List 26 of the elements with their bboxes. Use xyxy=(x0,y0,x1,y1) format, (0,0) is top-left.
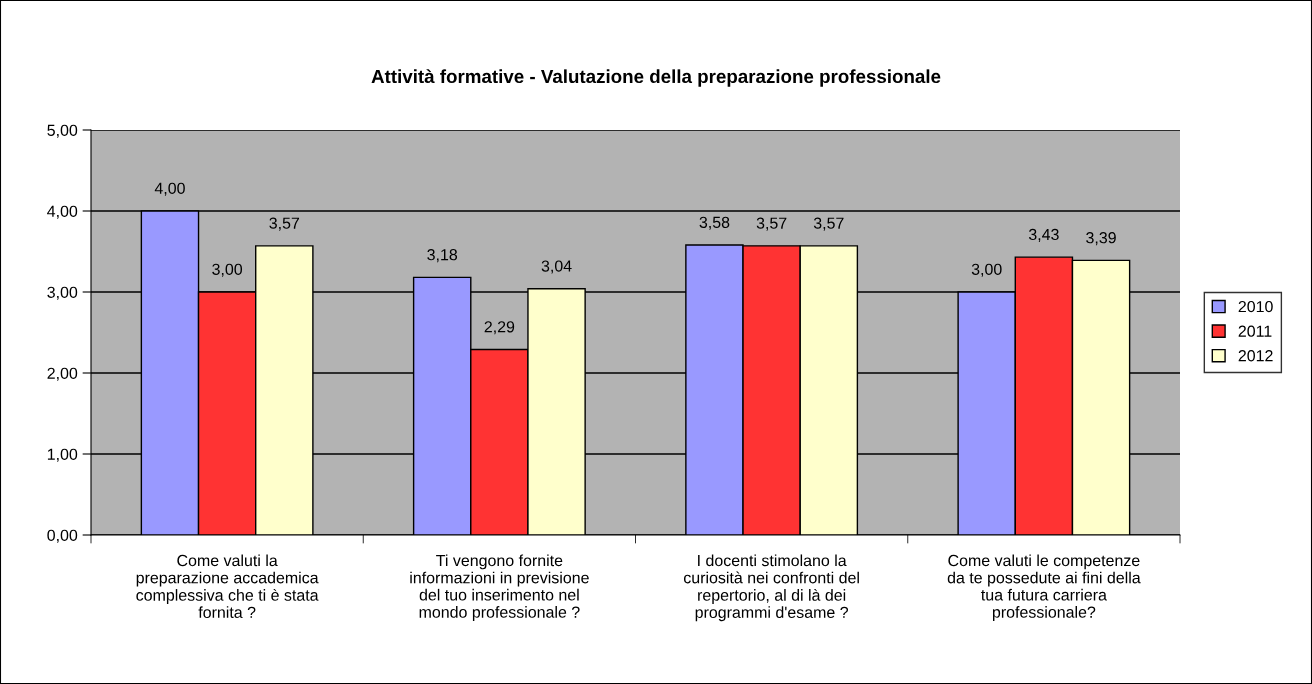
data-label: 3,18 xyxy=(427,249,458,263)
legend-label: 2012 xyxy=(1238,350,1273,362)
y-tick-label: 2,00 xyxy=(47,367,78,381)
data-label: 3,57 xyxy=(269,217,300,231)
legend-label: 2011 xyxy=(1238,325,1272,337)
y-tick-label: 1,00 xyxy=(47,448,78,462)
data-label: 3,58 xyxy=(699,216,730,230)
y-tick-label: 5,00 xyxy=(47,124,78,138)
x-tick-label: Ti vengono fornite informazioni in previsione del tuo inserimento nel mondo professionale ? xyxy=(410,554,589,621)
legend-label: 2010 xyxy=(1238,300,1273,313)
x-tick-label: Come valuti le competenze da te possedute ai fini della tua futura carriera professionale? xyxy=(947,554,1141,621)
chart-title: Attività formative - Valutazione della preparazione professionale xyxy=(371,69,941,87)
data-label: 3,43 xyxy=(1028,228,1059,243)
data-label: 3,04 xyxy=(541,260,572,274)
x-tick-label: I docenti stimolano la curiosità nei confronti del repertorio, al di là dei programmi d'esame ? xyxy=(683,554,859,622)
data-label: 3,57 xyxy=(813,217,844,231)
data-label: 2,29 xyxy=(484,321,515,335)
y-tick-label: 4,00 xyxy=(47,205,78,219)
y-tick-label: 3,00 xyxy=(47,286,78,300)
data-label: 3,00 xyxy=(212,263,243,277)
data-label: 3,39 xyxy=(1086,232,1116,246)
data-label: 3,00 xyxy=(971,263,1002,277)
data-label: 3,57 xyxy=(756,217,787,231)
x-tick-label: Come valuti la preparazione accademica complessiva che ti è stata fornita ? xyxy=(136,554,319,619)
y-tick-label: 0,00 xyxy=(47,529,78,543)
data-label: 4,00 xyxy=(154,182,185,196)
